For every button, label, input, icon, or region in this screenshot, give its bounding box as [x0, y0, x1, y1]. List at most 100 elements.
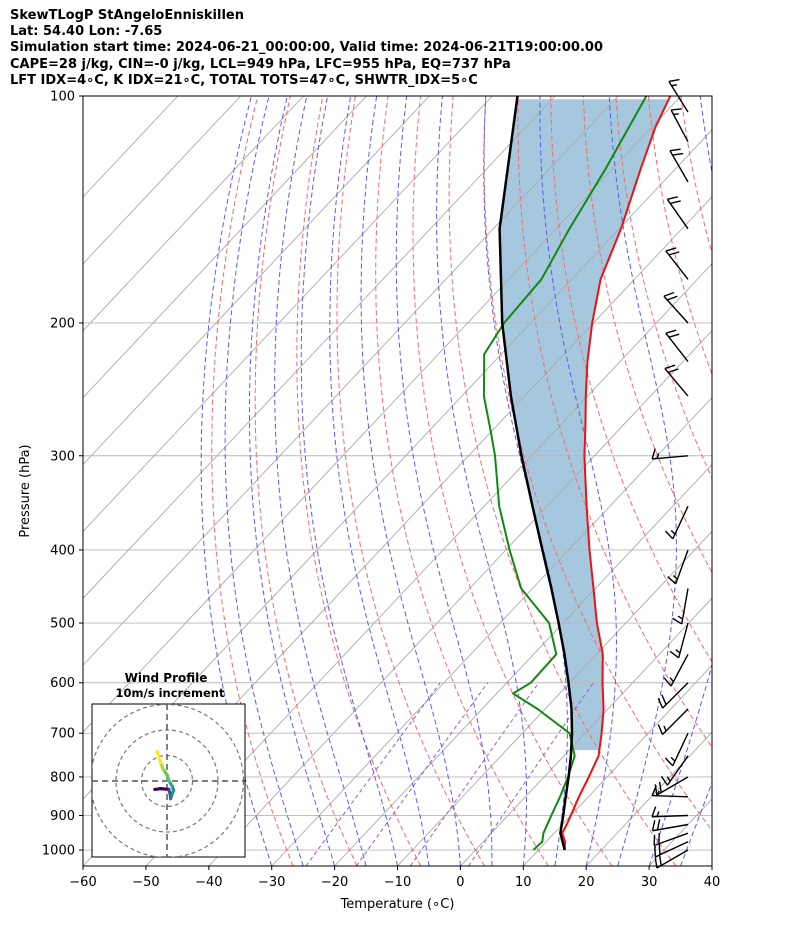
- barb-flag: [657, 697, 664, 709]
- mixing-ratio-line: [409, 682, 540, 866]
- barb-flag: [664, 530, 674, 540]
- y-tick-label: 500: [50, 617, 75, 632]
- isotherm-line: [271, 396, 712, 866]
- barb-flag: [668, 78, 680, 83]
- barb-half-flag: [677, 615, 683, 620]
- x-tick-label: 30: [641, 875, 658, 890]
- barb-flag: [668, 251, 680, 256]
- barb-staff: [668, 81, 689, 113]
- barb-flag: [665, 329, 677, 334]
- y-tick-label: 100: [50, 90, 75, 105]
- station-coordinates: Lat: 54.40 Lon: -7.65: [10, 24, 163, 39]
- mixing-ratio-line: [305, 682, 441, 866]
- barb-flag: [668, 333, 680, 338]
- wind-barb: [651, 448, 689, 460]
- dry-adiabat: [647, 96, 712, 376]
- wind-barb: [654, 849, 689, 869]
- moist-adiabat: [680, 780, 712, 866]
- barb-flag: [672, 152, 684, 156]
- wind-barb: [665, 247, 689, 280]
- wind-barb: [664, 364, 689, 397]
- barb-flag: [658, 781, 662, 793]
- x-tick-label: −60: [69, 875, 96, 890]
- barb-staff: [670, 653, 689, 687]
- dry-adiabat: [517, 96, 712, 749]
- barb-staff: [670, 109, 689, 143]
- dry-adiabat: [412, 96, 613, 866]
- wind-barb: [657, 682, 689, 709]
- barb-flag: [664, 757, 674, 767]
- isotherm-line: [585, 731, 712, 866]
- wind-barb: [654, 776, 689, 796]
- isotherm-line: [83, 96, 556, 599]
- x-tick-label: 10: [515, 875, 532, 890]
- barb-flag: [660, 775, 668, 786]
- dry-adiabat: [375, 96, 549, 866]
- moist-adiabat: [300, 96, 398, 866]
- barb-flag: [661, 694, 667, 705]
- barb-staff: [669, 150, 689, 183]
- moist-adiabat: [608, 96, 677, 866]
- dry-adiabat: [483, 96, 712, 832]
- x-tick-label: −10: [384, 875, 411, 890]
- x-tick-label: −20: [321, 875, 348, 890]
- barb-flag: [663, 291, 675, 297]
- barb-flag: [654, 784, 658, 796]
- barb-half-flag: [673, 113, 679, 116]
- isotherm-line: [145, 263, 712, 866]
- wind-barb: [654, 841, 689, 858]
- barb-staff: [664, 368, 689, 397]
- wind-barb: [653, 832, 689, 847]
- barb-flag: [664, 364, 676, 370]
- y-tick-label: 300: [50, 449, 75, 464]
- barb-flag: [671, 108, 682, 111]
- wind-barb: [657, 708, 689, 735]
- wind-barb: [664, 732, 689, 767]
- moist-adiabat: [539, 96, 618, 866]
- isotherm-line: [83, 96, 430, 466]
- barb-half-flag: [672, 575, 678, 580]
- barb-flag: [658, 833, 660, 844]
- isotherm-line: [83, 96, 367, 399]
- y-tick-label: 900: [50, 809, 75, 824]
- y-tick-label: 200: [50, 316, 75, 331]
- dry-adiabat: [746, 96, 794, 866]
- barb-flag: [657, 724, 664, 735]
- isotherm-line: [83, 96, 242, 265]
- barb-flag: [654, 846, 657, 857]
- barb-staff: [652, 455, 689, 460]
- wind-barb: [663, 653, 689, 687]
- barb-half-flag: [666, 776, 671, 782]
- barb-half-flag: [670, 756, 676, 762]
- x-axis-label: Temperature (∘C): [340, 897, 455, 912]
- dry-adiabat: [550, 96, 712, 663]
- barb-staff: [678, 622, 689, 658]
- moist-adiabat: [436, 96, 527, 866]
- temperature-line: [561, 96, 672, 851]
- isotherm-line: [648, 798, 712, 866]
- wind-barb: [670, 108, 689, 143]
- moist-adiabat: [200, 96, 273, 866]
- y-axis-label: Pressure (hPa): [18, 444, 33, 537]
- barb-flag: [669, 148, 681, 152]
- wind-barb: [660, 755, 689, 786]
- wind-barb: [651, 819, 689, 832]
- barb-staff: [675, 549, 689, 585]
- barb-flag: [658, 854, 662, 866]
- hodograph-subtitle: 10m/s increment: [116, 686, 225, 700]
- wind-barb: [668, 78, 689, 113]
- hodograph-title: Wind Profile: [125, 671, 208, 685]
- barb-flag: [667, 368, 679, 374]
- moist-adiabat: [360, 96, 461, 866]
- barb-half-flag: [656, 453, 660, 459]
- isotherm-line: [397, 530, 712, 866]
- barb-half-flag: [669, 677, 674, 683]
- barb-staff: [665, 250, 689, 280]
- y-tick-label: 700: [50, 727, 75, 742]
- barb-staff: [652, 823, 689, 832]
- x-tick-label: −30: [258, 875, 285, 890]
- barb-staff: [656, 849, 689, 869]
- parcel-line: [498, 96, 574, 851]
- moist-adiabat: [248, 96, 336, 866]
